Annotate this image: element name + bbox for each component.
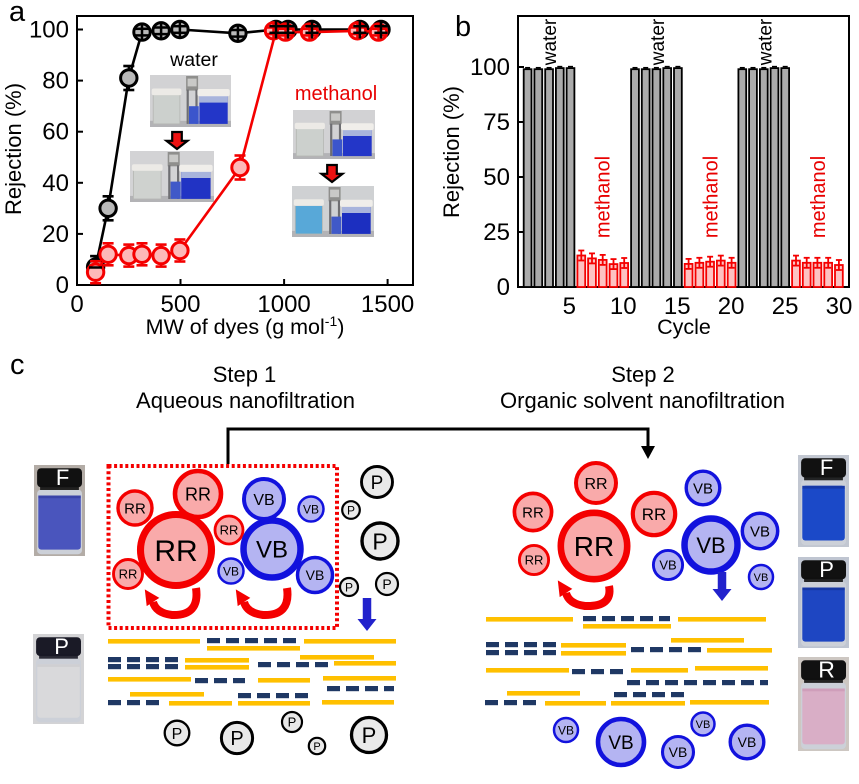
svg-text:c: c bbox=[10, 349, 25, 381]
svg-text:P: P bbox=[230, 728, 243, 750]
svg-text:methanol: methanol bbox=[700, 156, 722, 238]
svg-text:RR: RR bbox=[119, 567, 138, 582]
svg-text:water: water bbox=[755, 18, 776, 66]
svg-text:RR: RR bbox=[522, 504, 544, 521]
svg-text:Aqueous nanofiltration: Aqueous nanofiltration bbox=[136, 388, 355, 413]
svg-text:0: 0 bbox=[70, 291, 83, 318]
svg-text:VB: VB bbox=[696, 719, 711, 731]
svg-text:60: 60 bbox=[42, 119, 69, 146]
svg-text:P: P bbox=[347, 503, 355, 517]
svg-text:water: water bbox=[169, 49, 218, 71]
svg-text:20: 20 bbox=[718, 293, 745, 320]
svg-text:VB: VB bbox=[256, 537, 288, 564]
svg-text:methanol: methanol bbox=[808, 156, 830, 238]
svg-text:VB: VB bbox=[306, 567, 325, 583]
svg-text:VB: VB bbox=[558, 723, 574, 737]
svg-text:VB: VB bbox=[303, 502, 319, 516]
svg-text:a: a bbox=[9, 0, 26, 28]
svg-text:1500: 1500 bbox=[361, 291, 414, 318]
svg-text:RR: RR bbox=[185, 485, 211, 505]
svg-text:25: 25 bbox=[483, 219, 510, 246]
svg-text:F: F bbox=[820, 455, 833, 480]
svg-text:Organic solvent nanofiltration: Organic solvent nanofiltration bbox=[500, 388, 785, 413]
svg-text:VB: VB bbox=[754, 572, 769, 584]
svg-text:b: b bbox=[455, 11, 471, 43]
svg-text:20: 20 bbox=[42, 221, 69, 248]
svg-text:1000: 1000 bbox=[257, 291, 310, 318]
svg-text:40: 40 bbox=[42, 170, 69, 197]
svg-text:VB: VB bbox=[738, 734, 757, 750]
svg-text:RR: RR bbox=[642, 505, 667, 524]
svg-text:VB: VB bbox=[750, 523, 770, 540]
svg-text:VB: VB bbox=[608, 733, 633, 754]
svg-text:VB: VB bbox=[659, 558, 676, 573]
svg-text:F: F bbox=[56, 465, 69, 490]
svg-text:75: 75 bbox=[483, 109, 510, 136]
svg-text:P: P bbox=[288, 715, 297, 730]
svg-text:methanol: methanol bbox=[593, 156, 615, 238]
svg-text:0: 0 bbox=[497, 274, 510, 301]
svg-text:P: P bbox=[372, 528, 387, 554]
svg-text:Step 1: Step 1 bbox=[213, 362, 277, 387]
svg-text:0: 0 bbox=[56, 272, 69, 299]
svg-text:RR: RR bbox=[220, 523, 239, 538]
svg-text:VB: VB bbox=[693, 480, 713, 497]
svg-text:Rejection (%): Rejection (%) bbox=[439, 86, 464, 218]
svg-text:Step 2: Step 2 bbox=[611, 362, 675, 387]
svg-text:80: 80 bbox=[42, 68, 69, 95]
svg-text:RR: RR bbox=[584, 476, 607, 493]
svg-text:50: 50 bbox=[483, 164, 510, 191]
svg-text:RR: RR bbox=[525, 553, 544, 568]
svg-text:P: P bbox=[54, 634, 69, 659]
svg-text:R: R bbox=[818, 657, 835, 683]
svg-text:P: P bbox=[362, 723, 377, 748]
svg-text:P: P bbox=[371, 473, 384, 494]
svg-text:15: 15 bbox=[664, 293, 691, 320]
svg-text:water: water bbox=[648, 18, 669, 66]
svg-text:RR: RR bbox=[574, 531, 614, 562]
svg-text:10: 10 bbox=[610, 293, 637, 320]
svg-text:30: 30 bbox=[826, 293, 853, 320]
svg-text:100: 100 bbox=[470, 54, 510, 81]
svg-text:VB: VB bbox=[669, 744, 688, 760]
svg-text:RR: RR bbox=[124, 500, 146, 517]
svg-text:VB: VB bbox=[253, 492, 274, 509]
svg-text:P: P bbox=[172, 726, 183, 743]
svg-text:25: 25 bbox=[772, 293, 799, 320]
svg-text:VB: VB bbox=[696, 533, 725, 558]
svg-text:P: P bbox=[313, 741, 320, 753]
svg-text:Rejection (%): Rejection (%) bbox=[1, 83, 26, 215]
svg-text:water: water bbox=[540, 18, 561, 66]
svg-text:100: 100 bbox=[29, 17, 69, 44]
svg-text:VB: VB bbox=[223, 564, 239, 578]
svg-text:5: 5 bbox=[563, 293, 576, 320]
svg-text:methanol: methanol bbox=[295, 83, 377, 105]
svg-text:500: 500 bbox=[160, 291, 200, 318]
svg-text:P: P bbox=[345, 580, 353, 594]
svg-text:P: P bbox=[819, 557, 834, 582]
svg-text:RR: RR bbox=[154, 535, 197, 568]
svg-text:P: P bbox=[382, 576, 391, 592]
svg-text:Cycle: Cycle bbox=[657, 315, 711, 339]
svg-text:MW of dyes (g mol-1): MW of dyes (g mol-1) bbox=[146, 313, 345, 339]
